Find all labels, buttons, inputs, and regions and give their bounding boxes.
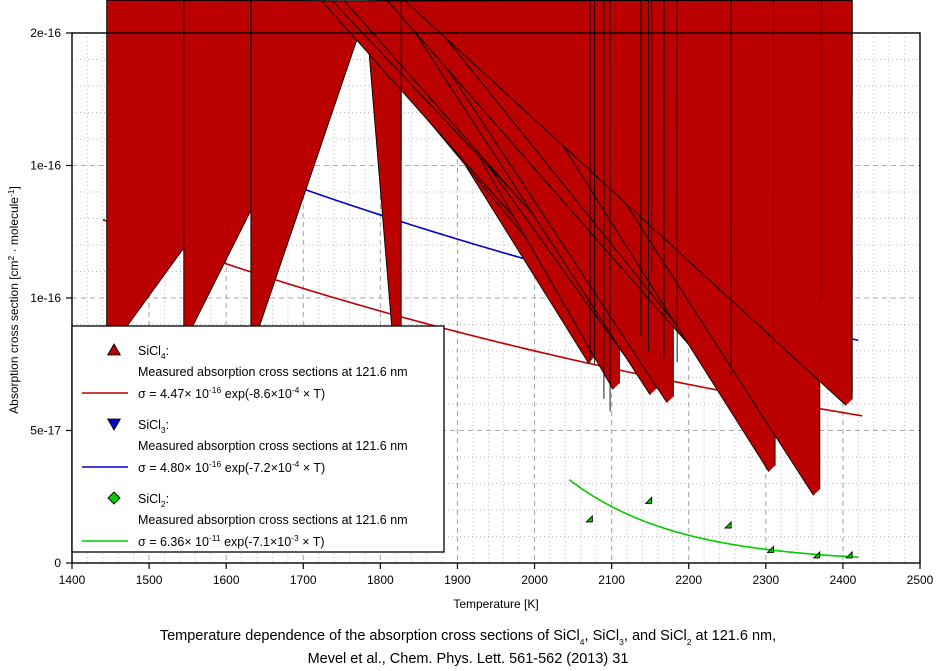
legend-species-label: SiCl2: xyxy=(138,492,169,509)
legend[interactable]: SiCl4: Measured absorption cross sections… xyxy=(71,325,445,553)
x-tick-label: 2200 xyxy=(675,573,702,587)
legend-species-label: SiCl4: xyxy=(138,344,169,361)
data-point-SiCl4 xyxy=(244,0,371,371)
legend-marker-SiCl3 xyxy=(106,418,122,431)
legend-background xyxy=(71,325,445,553)
legend-equation: σ = 4.47× 10-16 exp(-8.6×10-4 × T) xyxy=(138,385,325,401)
x-tick-label: 1800 xyxy=(367,573,394,587)
x-tick-label: 1400 xyxy=(59,573,86,587)
data-point-SiCl2 xyxy=(766,545,774,553)
legend-description: Measured absorption cross sections at 12… xyxy=(138,365,408,379)
y-axis-label: Absorption cross section [cm2 · molecule… xyxy=(6,186,21,414)
x-tick-label: 2400 xyxy=(830,573,857,587)
data-point-SiCl2 xyxy=(724,520,732,529)
x-tick-label: 2000 xyxy=(521,573,548,587)
y-axis-ticks: 0 5e-17 1e-16 1e-16 2e-16 xyxy=(30,26,72,570)
caption-line-2: Mevel et al., Chem. Phys. Lett. 561-562 … xyxy=(308,651,629,667)
svg-text:Absorption cross section [cm2: Absorption cross section [cm2 · molecule… xyxy=(6,186,21,414)
y-tick-label: 5e-17 xyxy=(30,424,61,438)
legend-description: Measured absorption cross sections at 12… xyxy=(138,439,408,453)
data-point-SiCl2 xyxy=(845,550,853,559)
x-axis-ticks: 1400 1500 1600 1700 1800 1900 2000 2100 2200 2300… xyxy=(59,563,934,587)
x-tick-label: 1700 xyxy=(290,573,317,587)
x-tick-label: 1500 xyxy=(136,573,163,587)
x-tick-label: 2100 xyxy=(598,573,625,587)
x-tick-label: 1900 xyxy=(444,573,471,587)
legend-marker-SiCl2 xyxy=(107,491,121,505)
y-tick-label: 1e-16 xyxy=(30,159,61,173)
legend-description: Measured absorption cross sections at 12… xyxy=(138,513,408,527)
caption-line-1: Temperature dependence of the absorption… xyxy=(160,628,776,647)
legend-species-label: SiCl3: xyxy=(138,418,169,435)
x-tick-label: 2500 xyxy=(907,573,934,587)
y-tick-label: 1e-16 xyxy=(30,291,61,305)
legend-marker-SiCl4 xyxy=(106,343,122,356)
data-point-SiCl2 xyxy=(812,550,821,559)
x-tick-label: 2300 xyxy=(752,573,779,587)
x-axis-label: Temperature [K] xyxy=(453,597,538,611)
x-tick-label: 1600 xyxy=(213,573,240,587)
data-point-markers xyxy=(100,0,853,559)
data-point-SiCl2 xyxy=(644,496,653,504)
y-tick-label: 0 xyxy=(54,556,61,570)
legend-equation: σ = 6.36× 10-11 exp(-7.1×10-3 × T) xyxy=(138,533,325,549)
figure-caption: Temperature dependence of the absorption… xyxy=(160,628,776,667)
data-point-SiCl2 xyxy=(585,514,593,523)
legend-equation: σ = 4.80× 10-16 exp(-7.2×10-4 × T) xyxy=(138,459,325,475)
y-tick-label: 2e-16 xyxy=(30,26,61,40)
fit-curve-SiCl2 xyxy=(568,479,859,558)
